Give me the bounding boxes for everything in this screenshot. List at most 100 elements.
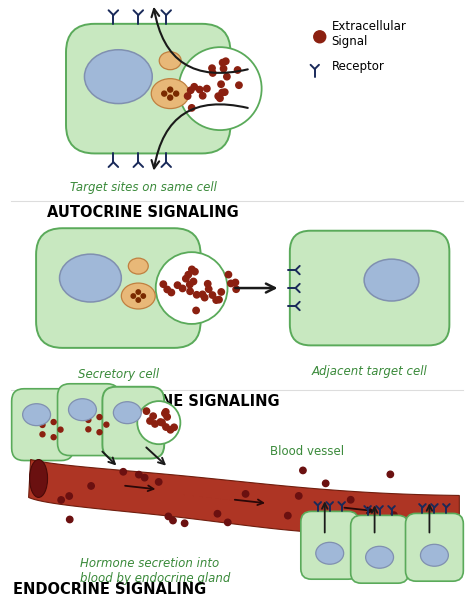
Circle shape	[182, 520, 188, 527]
Circle shape	[201, 294, 208, 301]
Ellipse shape	[60, 254, 121, 302]
Circle shape	[347, 497, 354, 503]
Circle shape	[235, 67, 241, 73]
FancyArrowPatch shape	[152, 105, 248, 168]
Circle shape	[40, 423, 45, 427]
Circle shape	[209, 65, 215, 71]
Circle shape	[218, 289, 225, 295]
Circle shape	[163, 409, 169, 415]
Circle shape	[225, 271, 232, 278]
Circle shape	[51, 435, 56, 440]
FancyBboxPatch shape	[290, 230, 449, 345]
Ellipse shape	[113, 402, 141, 424]
Ellipse shape	[365, 546, 393, 568]
Circle shape	[216, 297, 222, 303]
Circle shape	[136, 471, 142, 478]
FancyArrowPatch shape	[125, 486, 154, 491]
Circle shape	[162, 91, 167, 96]
Circle shape	[162, 410, 168, 416]
FancyBboxPatch shape	[66, 24, 230, 153]
Ellipse shape	[23, 404, 51, 426]
Circle shape	[164, 286, 171, 292]
Circle shape	[147, 418, 153, 424]
Ellipse shape	[316, 542, 344, 564]
FancyBboxPatch shape	[405, 513, 463, 581]
Ellipse shape	[151, 78, 189, 109]
Circle shape	[179, 285, 186, 292]
Text: Extracellular
Signal: Extracellular Signal	[332, 20, 407, 48]
Circle shape	[120, 469, 127, 475]
Ellipse shape	[364, 259, 419, 301]
Circle shape	[187, 282, 193, 288]
Circle shape	[218, 81, 224, 88]
Circle shape	[179, 47, 262, 130]
FancyBboxPatch shape	[57, 384, 119, 455]
Circle shape	[159, 420, 165, 426]
Circle shape	[185, 272, 191, 278]
Circle shape	[168, 87, 173, 92]
Circle shape	[322, 480, 329, 486]
Text: Hormone secretion into
blood by endocrine gland: Hormone secretion into blood by endocrin…	[81, 558, 231, 586]
Circle shape	[141, 294, 146, 298]
Circle shape	[233, 286, 239, 292]
Circle shape	[199, 291, 206, 297]
Text: PARACRINE SIGNALING: PARACRINE SIGNALING	[91, 394, 280, 409]
Circle shape	[204, 85, 210, 92]
Circle shape	[210, 70, 216, 76]
Circle shape	[191, 269, 198, 275]
Circle shape	[163, 424, 169, 430]
Circle shape	[296, 492, 302, 499]
Circle shape	[155, 478, 162, 485]
Ellipse shape	[121, 283, 155, 309]
Circle shape	[221, 89, 228, 95]
Circle shape	[131, 294, 136, 298]
Circle shape	[97, 430, 102, 435]
Circle shape	[219, 89, 225, 95]
Circle shape	[284, 513, 291, 519]
Circle shape	[182, 275, 189, 282]
Circle shape	[197, 86, 203, 93]
Circle shape	[40, 432, 45, 437]
FancyArrowPatch shape	[345, 508, 373, 513]
Ellipse shape	[128, 258, 148, 274]
Circle shape	[86, 427, 91, 432]
Ellipse shape	[69, 399, 96, 421]
Circle shape	[232, 279, 238, 286]
Circle shape	[228, 280, 234, 286]
Circle shape	[236, 82, 242, 88]
FancyArrowPatch shape	[235, 283, 275, 292]
Circle shape	[171, 424, 177, 430]
Ellipse shape	[420, 544, 448, 566]
Circle shape	[86, 418, 91, 423]
Text: Adjacent target cell: Adjacent target cell	[312, 365, 428, 378]
Circle shape	[58, 427, 63, 432]
Circle shape	[104, 422, 109, 427]
Circle shape	[300, 467, 306, 474]
Circle shape	[314, 31, 326, 43]
FancyArrowPatch shape	[427, 505, 432, 533]
FancyBboxPatch shape	[351, 516, 409, 583]
Circle shape	[421, 517, 428, 523]
Text: Blood vessel: Blood vessel	[270, 444, 344, 458]
Circle shape	[193, 307, 199, 314]
FancyBboxPatch shape	[102, 387, 164, 458]
Circle shape	[157, 419, 164, 425]
Circle shape	[206, 286, 212, 292]
Circle shape	[217, 95, 223, 102]
Circle shape	[190, 278, 197, 285]
Circle shape	[88, 483, 94, 489]
Circle shape	[213, 297, 219, 303]
Circle shape	[170, 517, 176, 523]
Circle shape	[152, 421, 158, 427]
FancyArrowPatch shape	[235, 500, 263, 505]
FancyBboxPatch shape	[12, 389, 73, 460]
Circle shape	[136, 290, 140, 294]
Text: Receptor: Receptor	[332, 60, 384, 73]
Circle shape	[200, 92, 206, 99]
FancyArrowPatch shape	[372, 507, 377, 533]
Circle shape	[168, 289, 174, 295]
Circle shape	[136, 298, 140, 302]
Circle shape	[223, 58, 229, 64]
Ellipse shape	[29, 460, 47, 497]
Circle shape	[187, 288, 193, 294]
